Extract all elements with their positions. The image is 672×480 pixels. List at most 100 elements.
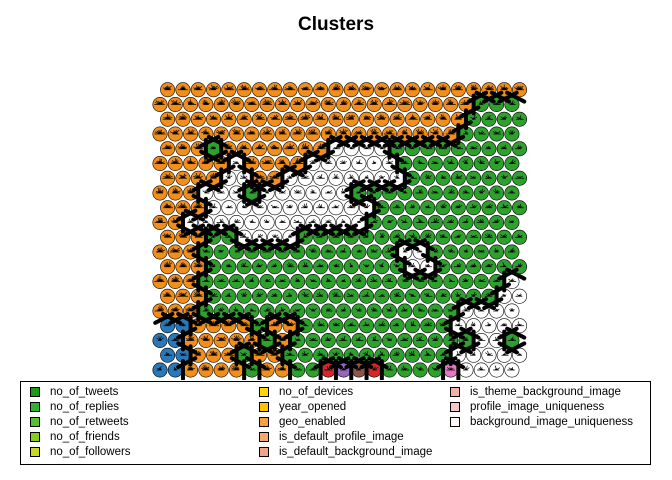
codebook-glyph (233, 218, 241, 223)
som-unit (504, 215, 520, 231)
legend-swatch (259, 387, 269, 397)
codebook-glyph (394, 174, 400, 179)
codebook-glyph (402, 190, 408, 194)
codebook-glyph (500, 293, 507, 297)
som-unit (450, 259, 466, 275)
codebook-glyph (516, 203, 524, 209)
som-unit (183, 126, 199, 142)
codebook-glyph (216, 99, 226, 105)
som-unit (435, 170, 451, 186)
codebook-glyph (470, 234, 478, 238)
som-unit (420, 318, 436, 334)
som-unit (160, 229, 176, 245)
som-unit (458, 156, 474, 172)
codebook-glyph (345, 114, 355, 120)
som-unit (496, 141, 512, 157)
codebook-glyph (302, 233, 308, 238)
codebook-glyph (171, 276, 181, 282)
codebook-glyph (256, 203, 264, 209)
codebook-glyph (377, 350, 385, 356)
codebook-glyph (346, 293, 354, 297)
som-unit (481, 347, 497, 363)
som-unit (175, 82, 191, 98)
som-unit (236, 259, 252, 275)
som-unit (443, 97, 459, 113)
codebook-glyph (386, 365, 393, 371)
codebook-glyph (416, 218, 425, 223)
codebook-glyph (378, 262, 384, 268)
codebook-glyph (210, 146, 216, 150)
codebook-glyph (492, 277, 500, 282)
codebook-glyph (349, 146, 355, 150)
som-unit (305, 303, 321, 319)
legend-item: no_of_retweets (30, 415, 129, 429)
som-unit (152, 273, 168, 289)
codebook-glyph (255, 144, 265, 150)
codebook-glyph (162, 85, 172, 91)
codebook-glyph (507, 336, 516, 341)
codebook-glyph (507, 247, 516, 253)
codebook-glyph (462, 336, 469, 341)
som-unit (259, 126, 275, 142)
codebook-glyph (310, 189, 317, 194)
codebook-glyph (340, 188, 346, 194)
som-unit (267, 111, 283, 127)
codebook-glyph (249, 365, 257, 371)
som-unit (183, 156, 199, 172)
codebook-glyph (315, 85, 325, 91)
som-unit (366, 156, 382, 172)
codebook-glyph (209, 263, 216, 268)
som-unit (504, 126, 520, 142)
som-unit (473, 126, 489, 142)
codebook-glyph (278, 247, 286, 253)
som-unit (427, 156, 443, 172)
som-unit (282, 141, 298, 157)
som-unit (236, 111, 252, 127)
codebook-glyph (294, 367, 303, 371)
codebook-glyph (500, 322, 507, 327)
codebook-glyph (454, 234, 462, 238)
som-unit (466, 141, 482, 157)
som-unit (328, 318, 344, 334)
legend-label: is_default_profile_image (279, 431, 404, 443)
codebook-glyph (202, 306, 210, 312)
som-unit (206, 82, 222, 98)
codebook-glyph (223, 84, 235, 91)
codebook-glyph (193, 261, 203, 268)
codebook-glyph (424, 174, 432, 179)
codebook-glyph (440, 203, 447, 209)
som-unit (282, 288, 298, 304)
som-unit (152, 156, 168, 172)
som-unit (313, 82, 329, 98)
som-unit (305, 273, 321, 289)
som-unit (473, 273, 489, 289)
som-unit (473, 362, 489, 378)
codebook-glyph (171, 187, 181, 194)
codebook-glyph (500, 262, 507, 268)
codebook-glyph (363, 351, 371, 356)
codebook-glyph (409, 145, 415, 150)
codebook-glyph (331, 84, 341, 91)
som-unit (313, 288, 329, 304)
som-unit (259, 215, 275, 231)
codebook-glyph (452, 84, 463, 91)
som-unit (466, 229, 482, 245)
codebook-glyph (370, 128, 379, 135)
codebook-glyph (177, 85, 188, 91)
codebook-glyph (445, 129, 456, 135)
legend-swatch (450, 417, 460, 427)
som-unit (221, 200, 237, 216)
som-unit (236, 288, 252, 304)
som-unit (404, 347, 420, 363)
som-unit (267, 200, 283, 216)
som-unit (427, 332, 443, 348)
som-unit (404, 111, 420, 127)
codebook-glyph (415, 100, 425, 105)
codebook-glyph (162, 114, 173, 120)
som-unit (374, 318, 390, 334)
som-unit (389, 82, 405, 98)
codebook-glyph (332, 232, 340, 238)
som-unit (251, 111, 267, 127)
codebook-glyph (438, 144, 447, 150)
codebook-glyph (193, 85, 203, 91)
